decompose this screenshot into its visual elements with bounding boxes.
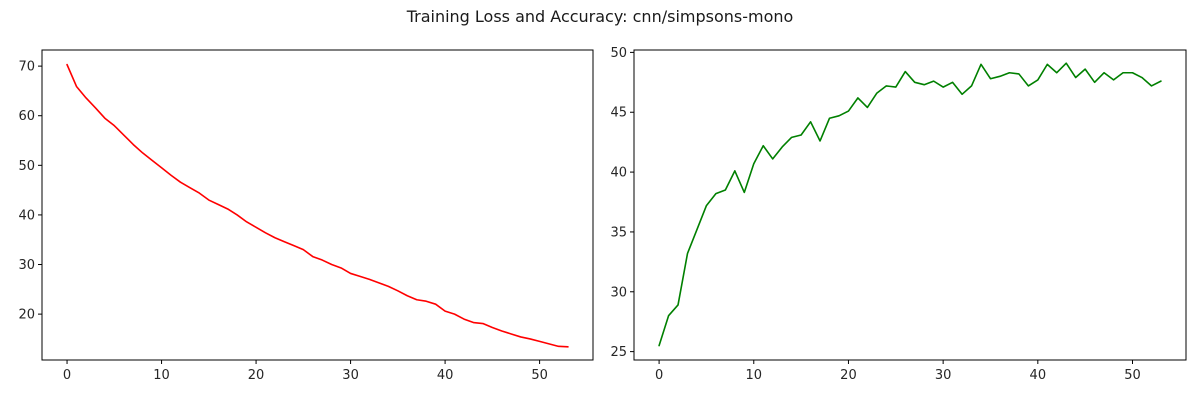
accuracy-chart-x-tick-label: 40 xyxy=(1030,368,1047,383)
accuracy-chart-x-tick-label: 30 xyxy=(935,368,952,383)
loss-chart-panel: 0 10 20 30 40 50 20 30 40 50 60 70 xyxy=(18,49,594,383)
loss-chart-y-tick-label: 40 xyxy=(18,208,35,223)
accuracy-chart-x-tick-label: 10 xyxy=(746,368,763,383)
accuracy-chart-series-line xyxy=(658,62,1162,347)
accuracy-chart-x-tick-label: 50 xyxy=(1124,368,1141,383)
loss-chart-x-tick-label: 10 xyxy=(153,368,170,383)
figure-title: Training Loss and Accuracy: cnn/simpsons… xyxy=(406,7,794,26)
loss-chart-y-tick-label: 70 xyxy=(18,60,35,75)
accuracy-chart-frame xyxy=(633,49,1187,361)
loss-chart-x-tick-label: 0 xyxy=(63,368,71,383)
accuracy-chart-x-tick-label: 0 xyxy=(655,368,663,383)
accuracy-chart-x-tick-label: 20 xyxy=(840,368,857,383)
loss-chart-x-tick-label: 30 xyxy=(342,368,359,383)
loss-chart-frame xyxy=(41,49,594,361)
loss-chart-x-tick-label: 50 xyxy=(531,368,548,383)
accuracy-chart-y-tick-label: 45 xyxy=(610,106,627,121)
loss-chart-series-line xyxy=(66,63,569,348)
loss-chart-y-tick-label: 20 xyxy=(18,308,35,323)
accuracy-chart-y-tick-label: 50 xyxy=(610,46,627,61)
accuracy-chart-y-tick-label: 25 xyxy=(610,345,627,360)
loss-chart-y-tick-label: 60 xyxy=(18,109,35,124)
accuracy-chart-panel: 0 10 20 30 40 50 25 30 35 40 45 50 xyxy=(610,46,1187,383)
accuracy-chart-y-tick-label: 40 xyxy=(610,166,627,181)
accuracy-chart-y-tick-label: 30 xyxy=(610,285,627,300)
loss-chart-x-tick-label: 20 xyxy=(248,368,265,383)
loss-chart-y-tick-label: 50 xyxy=(18,159,35,174)
loss-chart-x-tick-label: 40 xyxy=(437,368,454,383)
accuracy-chart-y-tick-label: 35 xyxy=(610,225,627,240)
loss-chart-y-tick-label: 30 xyxy=(18,258,35,273)
